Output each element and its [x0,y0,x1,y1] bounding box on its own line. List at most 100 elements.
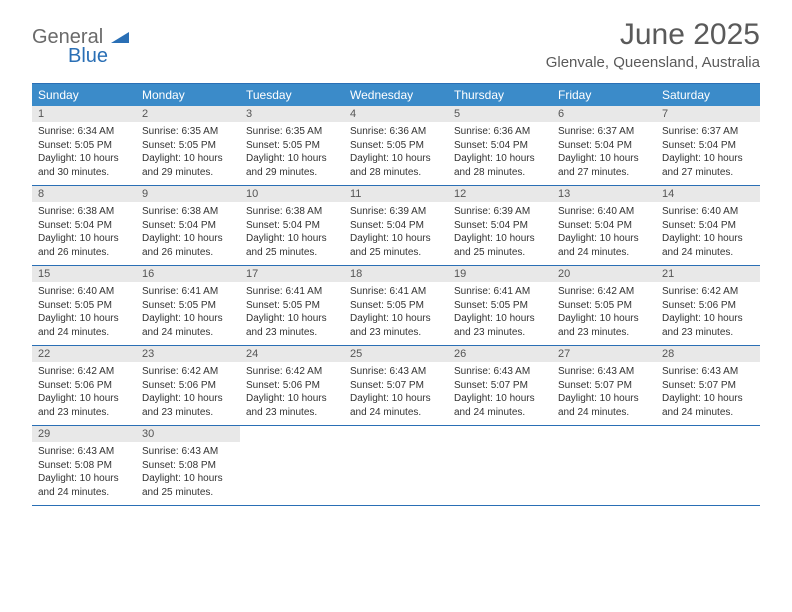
day-cell: 11Sunrise: 6:39 AMSunset: 5:04 PMDayligh… [344,186,448,265]
day-info: Sunrise: 6:43 AMSunset: 5:07 PMDaylight:… [552,362,656,425]
day-number: 13 [552,186,656,202]
day-info: Sunrise: 6:41 AMSunset: 5:05 PMDaylight:… [344,282,448,345]
day-info: Sunrise: 6:41 AMSunset: 5:05 PMDaylight:… [136,282,240,345]
day-info: Sunrise: 6:35 AMSunset: 5:05 PMDaylight:… [240,122,344,185]
day-info: Sunrise: 6:37 AMSunset: 5:04 PMDaylight:… [656,122,760,185]
day-info: Sunrise: 6:43 AMSunset: 5:08 PMDaylight:… [136,442,240,505]
day-number: 6 [552,106,656,122]
day-info: Sunrise: 6:42 AMSunset: 5:06 PMDaylight:… [656,282,760,345]
day-cell: 5Sunrise: 6:36 AMSunset: 5:04 PMDaylight… [448,106,552,185]
day-cell: 9Sunrise: 6:38 AMSunset: 5:04 PMDaylight… [136,186,240,265]
day-number: 19 [448,266,552,282]
day-number: 4 [344,106,448,122]
day-number: 15 [32,266,136,282]
day-cell: 30Sunrise: 6:43 AMSunset: 5:08 PMDayligh… [136,426,240,505]
day-number: 11 [344,186,448,202]
weekday-header: Monday [136,84,240,106]
week-row: 22Sunrise: 6:42 AMSunset: 5:06 PMDayligh… [32,346,760,426]
day-info: Sunrise: 6:38 AMSunset: 5:04 PMDaylight:… [32,202,136,265]
day-cell [656,426,760,505]
weekday-header: Wednesday [344,84,448,106]
day-number: 10 [240,186,344,202]
day-number: 16 [136,266,240,282]
day-number: 7 [656,106,760,122]
day-info: Sunrise: 6:36 AMSunset: 5:05 PMDaylight:… [344,122,448,185]
day-cell: 20Sunrise: 6:42 AMSunset: 5:05 PMDayligh… [552,266,656,345]
day-info: Sunrise: 6:39 AMSunset: 5:04 PMDaylight:… [344,202,448,265]
day-number: 2 [136,106,240,122]
day-number: 26 [448,346,552,362]
day-info: Sunrise: 6:42 AMSunset: 5:05 PMDaylight:… [552,282,656,345]
day-info: Sunrise: 6:38 AMSunset: 5:04 PMDaylight:… [136,202,240,265]
weekday-header: Saturday [656,84,760,106]
day-info: Sunrise: 6:34 AMSunset: 5:05 PMDaylight:… [32,122,136,185]
day-cell: 27Sunrise: 6:43 AMSunset: 5:07 PMDayligh… [552,346,656,425]
logo-triangle-icon [111,26,129,49]
calendar: SundayMondayTuesdayWednesdayThursdayFrid… [32,83,760,506]
day-info: Sunrise: 6:42 AMSunset: 5:06 PMDaylight:… [240,362,344,425]
day-info: Sunrise: 6:40 AMSunset: 5:04 PMDaylight:… [552,202,656,265]
week-row: 15Sunrise: 6:40 AMSunset: 5:05 PMDayligh… [32,266,760,346]
day-cell: 24Sunrise: 6:42 AMSunset: 5:06 PMDayligh… [240,346,344,425]
day-cell: 4Sunrise: 6:36 AMSunset: 5:05 PMDaylight… [344,106,448,185]
day-number: 3 [240,106,344,122]
day-cell [344,426,448,505]
day-cell: 23Sunrise: 6:42 AMSunset: 5:06 PMDayligh… [136,346,240,425]
day-cell: 29Sunrise: 6:43 AMSunset: 5:08 PMDayligh… [32,426,136,505]
day-cell: 16Sunrise: 6:41 AMSunset: 5:05 PMDayligh… [136,266,240,345]
day-info: Sunrise: 6:35 AMSunset: 5:05 PMDaylight:… [136,122,240,185]
day-info: Sunrise: 6:41 AMSunset: 5:05 PMDaylight:… [240,282,344,345]
day-cell: 2Sunrise: 6:35 AMSunset: 5:05 PMDaylight… [136,106,240,185]
day-cell [448,426,552,505]
header: General Blue June 2025 Glenvale, Queensl… [0,0,792,77]
week-row: 8Sunrise: 6:38 AMSunset: 5:04 PMDaylight… [32,186,760,266]
day-cell: 25Sunrise: 6:43 AMSunset: 5:07 PMDayligh… [344,346,448,425]
day-cell: 22Sunrise: 6:42 AMSunset: 5:06 PMDayligh… [32,346,136,425]
day-number: 29 [32,426,136,442]
day-cell: 7Sunrise: 6:37 AMSunset: 5:04 PMDaylight… [656,106,760,185]
day-info: Sunrise: 6:40 AMSunset: 5:05 PMDaylight:… [32,282,136,345]
day-number: 20 [552,266,656,282]
weeks-container: 1Sunrise: 6:34 AMSunset: 5:05 PMDaylight… [32,106,760,506]
day-number: 27 [552,346,656,362]
day-number: 24 [240,346,344,362]
day-number: 9 [136,186,240,202]
weekday-header-row: SundayMondayTuesdayWednesdayThursdayFrid… [32,84,760,106]
day-cell: 18Sunrise: 6:41 AMSunset: 5:05 PMDayligh… [344,266,448,345]
day-info: Sunrise: 6:40 AMSunset: 5:04 PMDaylight:… [656,202,760,265]
weekday-header: Thursday [448,84,552,106]
day-cell: 6Sunrise: 6:37 AMSunset: 5:04 PMDaylight… [552,106,656,185]
day-info: Sunrise: 6:36 AMSunset: 5:04 PMDaylight:… [448,122,552,185]
month-title: June 2025 [546,18,760,52]
day-cell: 3Sunrise: 6:35 AMSunset: 5:05 PMDaylight… [240,106,344,185]
day-cell: 26Sunrise: 6:43 AMSunset: 5:07 PMDayligh… [448,346,552,425]
day-cell: 14Sunrise: 6:40 AMSunset: 5:04 PMDayligh… [656,186,760,265]
weekday-header: Tuesday [240,84,344,106]
day-cell: 1Sunrise: 6:34 AMSunset: 5:05 PMDaylight… [32,106,136,185]
day-info: Sunrise: 6:41 AMSunset: 5:05 PMDaylight:… [448,282,552,345]
day-number: 18 [344,266,448,282]
day-number: 25 [344,346,448,362]
day-info: Sunrise: 6:43 AMSunset: 5:07 PMDaylight:… [448,362,552,425]
day-number: 8 [32,186,136,202]
day-cell: 15Sunrise: 6:40 AMSunset: 5:05 PMDayligh… [32,266,136,345]
day-number: 5 [448,106,552,122]
day-cell: 10Sunrise: 6:38 AMSunset: 5:04 PMDayligh… [240,186,344,265]
day-cell: 19Sunrise: 6:41 AMSunset: 5:05 PMDayligh… [448,266,552,345]
day-info: Sunrise: 6:43 AMSunset: 5:08 PMDaylight:… [32,442,136,505]
location: Glenvale, Queensland, Australia [546,54,760,71]
day-cell: 8Sunrise: 6:38 AMSunset: 5:04 PMDaylight… [32,186,136,265]
day-cell: 13Sunrise: 6:40 AMSunset: 5:04 PMDayligh… [552,186,656,265]
day-number: 17 [240,266,344,282]
day-number: 23 [136,346,240,362]
title-block: June 2025 Glenvale, Queensland, Australi… [546,18,760,71]
day-cell: 28Sunrise: 6:43 AMSunset: 5:07 PMDayligh… [656,346,760,425]
day-info: Sunrise: 6:37 AMSunset: 5:04 PMDaylight:… [552,122,656,185]
logo: General Blue [32,26,129,68]
day-cell [240,426,344,505]
day-cell [552,426,656,505]
day-number: 28 [656,346,760,362]
weekday-header: Sunday [32,84,136,106]
day-number: 1 [32,106,136,122]
day-info: Sunrise: 6:42 AMSunset: 5:06 PMDaylight:… [32,362,136,425]
